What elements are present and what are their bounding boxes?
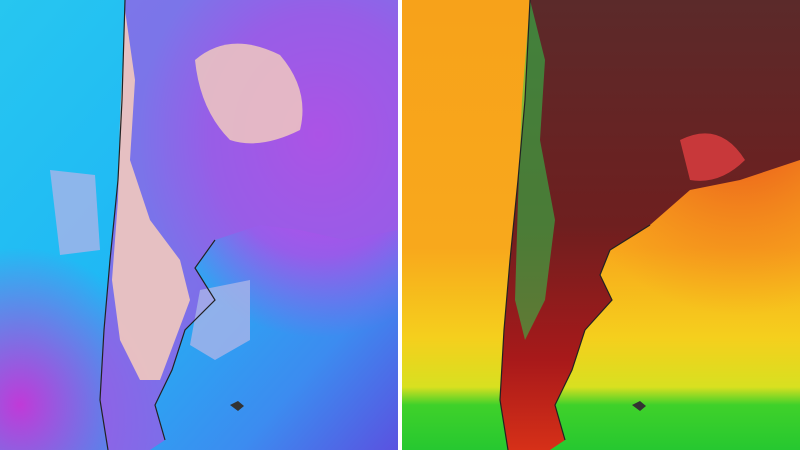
left-dry-zone	[195, 43, 303, 144]
left-andes	[112, 10, 190, 380]
left-islands	[230, 401, 244, 411]
left-coastline	[99, 0, 216, 450]
right-andes	[515, 0, 555, 340]
right-hot-spot	[680, 133, 745, 181]
left-ocean-patch	[190, 280, 250, 360]
left-map	[0, 0, 398, 450]
left-ocean-patch	[50, 170, 100, 255]
right-islands	[632, 401, 646, 411]
divider	[398, 0, 402, 450]
right-coastline	[499, 0, 651, 450]
right-map	[402, 0, 800, 450]
